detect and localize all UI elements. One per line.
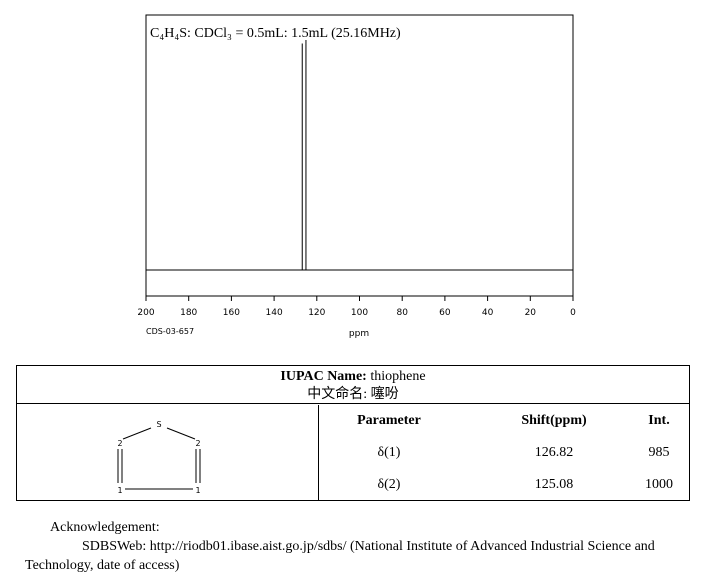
parameter-cell: δ(2): [377, 477, 401, 492]
x-tick-label: 120: [308, 308, 325, 318]
x-tick-label: 0: [570, 308, 576, 318]
x-axis-label: ppm: [349, 329, 369, 339]
x-axis-ticks: 200 180 160 140 120 100 80 60 40 20 0: [137, 296, 576, 318]
parameter-table: Parameter Shift(ppm) Int. δ(1) 126.82 98…: [319, 405, 689, 500]
atom-c1-right: 1: [195, 486, 200, 495]
x-tick-label: 180: [180, 308, 197, 318]
iupac-name-value: thiophene: [370, 369, 426, 384]
atom-c2-right: 2: [195, 439, 200, 448]
iupac-name-label: IUPAC Name:: [280, 369, 367, 384]
shift-cell: 126.82: [534, 445, 574, 460]
peaks-layer: [301, 40, 307, 270]
chinese-name-line: 中文命名: 噻吩: [17, 386, 689, 404]
x-tick-label: 200: [137, 308, 154, 318]
compound-name-block: IUPAC Name: thiophene 中文命名: 噻吩: [17, 366, 689, 404]
table-row: δ(2) 125.08 1000: [319, 469, 689, 501]
header-parameter: Parameter: [357, 413, 421, 428]
x-tick-label: 60: [439, 308, 451, 318]
x-tick-label: 100: [351, 308, 368, 318]
table-row: δ(1) 126.82 985: [319, 437, 689, 469]
compound-info-table: IUPAC Name: thiophene 中文命名: 噻吩 S 2 2 1 1: [16, 365, 690, 501]
header-shift: Shift(ppm): [521, 413, 587, 428]
x-tick-label: 20: [525, 308, 537, 318]
intensity-cell: 1000: [645, 477, 673, 492]
chinese-name-value: 噻吩: [370, 387, 399, 402]
atom-sulfur: S: [156, 420, 161, 429]
x-tick-label: 80: [396, 308, 408, 318]
spectrum-code-label: CDS-03-657: [146, 327, 194, 336]
nmr-spectrum-chart: C₄H₄S: CDCl₃ = 0.5mL: 1.5mL (25.16MHz) 2…: [137, 14, 576, 339]
acknowledgement-text-continued: Technology, date of access): [25, 558, 180, 573]
x-tick-label: 40: [482, 308, 494, 318]
shift-cell: 125.08: [534, 477, 574, 492]
header-intensity: Int.: [648, 413, 670, 428]
table-header-row: Parameter Shift(ppm) Int.: [319, 405, 689, 437]
thiophene-structure: S 2 2 1 1: [117, 420, 200, 495]
iupac-name-line: IUPAC Name: thiophene: [17, 368, 689, 386]
plot-frame: [145, 14, 574, 297]
acknowledgement: Acknowledgement: SDBSWeb: http://riodb01…: [0, 518, 707, 575]
chart-title: C₄H₄S: CDCl₃ = 0.5mL: 1.5mL (25.16MHz): [150, 26, 401, 41]
x-tick-label: 140: [266, 308, 283, 318]
acknowledgement-text: SDBSWeb: http://riodb01.ibase.aist.go.jp…: [82, 539, 655, 554]
intensity-cell: 985: [648, 445, 670, 460]
acknowledgement-heading: Acknowledgement:: [50, 520, 160, 535]
structure-cell: S 2 2 1 1: [17, 405, 319, 500]
chinese-name-label: 中文命名:: [307, 387, 368, 402]
parameter-cell: δ(1): [377, 445, 401, 460]
atom-c1-left: 1: [117, 486, 122, 495]
x-tick-label: 160: [223, 308, 240, 318]
atom-c2-left: 2: [117, 439, 122, 448]
